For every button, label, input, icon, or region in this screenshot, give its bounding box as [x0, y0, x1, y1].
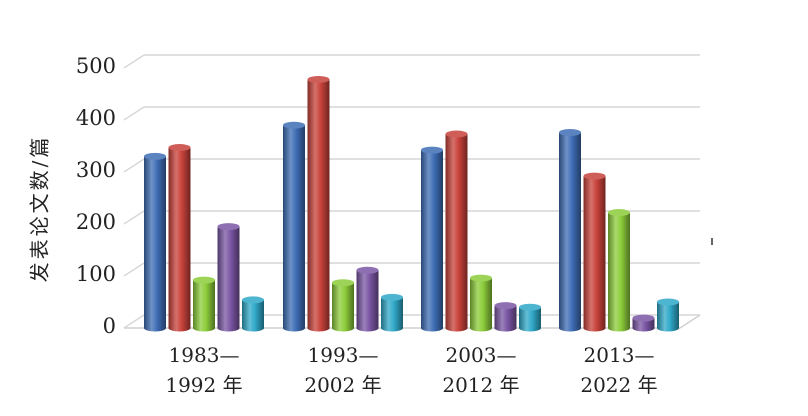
bar-cap — [583, 172, 606, 180]
bar-body — [519, 307, 541, 332]
grid-line-depth — [123, 158, 145, 173]
bar — [242, 296, 264, 332]
bar-body — [445, 134, 468, 332]
y-tick-label: 200 — [75, 210, 116, 234]
bar — [381, 293, 403, 332]
x-tick-label: 2013— 2022 年 — [554, 340, 684, 400]
bar — [559, 128, 581, 332]
bar-cap — [381, 293, 403, 301]
bar — [168, 144, 191, 332]
x-tick-label: 2003— 2012 年 — [416, 340, 546, 400]
bar-group — [144, 75, 679, 332]
x-tick-label: 1983— 1992 年 — [139, 340, 269, 400]
bar-cap — [519, 303, 541, 311]
bar — [583, 172, 606, 332]
bar — [217, 223, 240, 332]
bar-body — [168, 147, 191, 332]
bar-body — [381, 297, 403, 332]
bar-cap — [632, 314, 655, 322]
bar-cap — [332, 279, 354, 287]
bar — [144, 152, 166, 332]
grid-line-depth — [123, 210, 145, 225]
y-tick-label: 300 — [75, 158, 116, 182]
bar-cap — [307, 75, 330, 83]
x-tick-label-line2: 2012 年 — [442, 373, 520, 397]
bar-body — [608, 212, 630, 332]
x-tick-label-line2: 2022 年 — [580, 373, 658, 397]
bar — [494, 302, 517, 332]
grid-line-depth — [123, 54, 145, 69]
bar-body — [470, 278, 492, 332]
x-tick-label-line1: 2013— — [583, 343, 655, 367]
grid-line-depth — [123, 314, 145, 329]
bar-body — [657, 302, 679, 332]
bar-body — [144, 156, 166, 332]
bar-cap — [168, 144, 191, 152]
bar-cap — [494, 302, 517, 310]
bar — [632, 314, 655, 332]
bar-body — [583, 176, 606, 332]
bar-body — [332, 282, 354, 332]
stray-mark — [711, 238, 713, 245]
bar-body — [494, 305, 517, 332]
bar-body — [421, 150, 443, 332]
bar — [356, 266, 379, 332]
bar-body — [559, 132, 581, 332]
bar-cap — [356, 266, 379, 274]
y-tick-label: 400 — [75, 106, 116, 130]
bar — [332, 279, 354, 332]
bar-cap — [283, 121, 305, 129]
bar-cap — [559, 128, 581, 136]
y-tick-label: 100 — [75, 262, 116, 286]
floor-line — [679, 314, 701, 329]
bar — [445, 130, 468, 332]
bar-cap — [144, 152, 166, 160]
bar-body — [242, 299, 264, 332]
bar — [193, 276, 215, 332]
x-tick-label-line1: 2003— — [445, 343, 517, 367]
bar — [470, 274, 492, 332]
bar-cap — [608, 209, 630, 217]
x-tick-label-line1: 1983— — [168, 343, 240, 367]
bar-cap — [445, 130, 468, 138]
y-axis-label: 发表论文数/篇 — [18, 88, 58, 328]
grid-line-depth — [123, 262, 145, 277]
x-tick-label-line2: 2002 年 — [304, 373, 382, 397]
bar-cap — [193, 276, 215, 284]
bar-cap — [421, 146, 443, 154]
bar-body — [307, 79, 330, 332]
grid-line-depth — [123, 106, 145, 121]
bar-body — [356, 270, 379, 332]
bar-body — [217, 226, 240, 332]
bar-body — [283, 125, 305, 332]
bar — [421, 146, 443, 332]
bar — [307, 75, 330, 332]
bar — [283, 121, 305, 332]
y-tick-label: 500 — [75, 54, 116, 78]
x-tick-label: 1993— 2002 年 — [278, 340, 408, 400]
bar-cap — [242, 296, 264, 304]
bar-body — [193, 280, 215, 332]
x-tick-label-line2: 1992 年 — [165, 373, 243, 397]
bar — [519, 303, 541, 332]
bar-cap — [657, 298, 679, 306]
bar-body — [632, 318, 655, 332]
y-tick-label: 0 — [102, 314, 116, 338]
bar — [657, 298, 679, 332]
bar-cap — [470, 274, 492, 282]
bar-cap — [217, 223, 240, 231]
bar — [608, 209, 630, 332]
x-tick-label-line1: 1993— — [307, 343, 379, 367]
y-axis-label-text: 发表论文数/篇 — [27, 134, 52, 282]
